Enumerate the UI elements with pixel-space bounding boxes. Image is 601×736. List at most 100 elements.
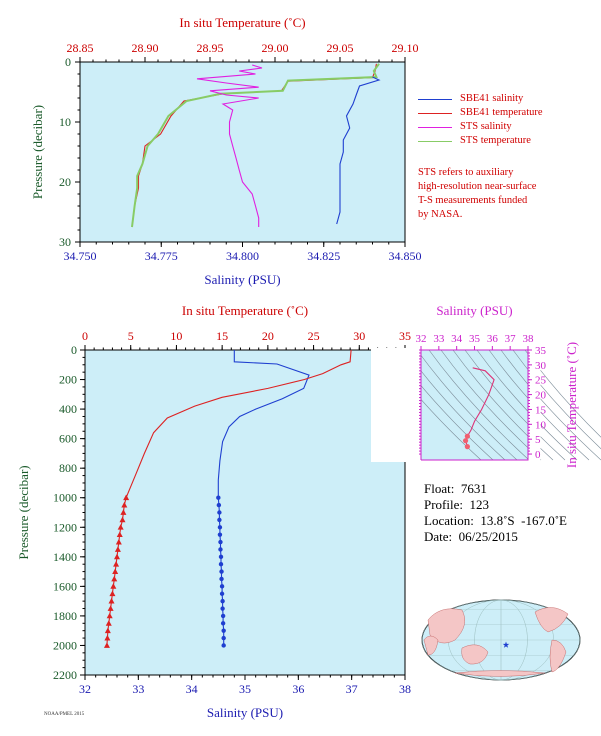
temperature-axis-title: In situ Temperature (˚C) (182, 303, 308, 318)
temperature-marker (117, 524, 124, 530)
salinity-marker (219, 576, 224, 582)
ts-deep-point (464, 444, 470, 450)
mask-left (371, 348, 421, 462)
salinity-tick-label: 34.800 (226, 249, 259, 263)
density-contour (512, 349, 601, 450)
note-line: STS refers to auxiliary (418, 167, 514, 178)
salinity-tick-label: 35 (239, 682, 251, 696)
density-contour (428, 349, 530, 461)
salinity-marker (216, 495, 221, 500)
pressure-tick-label: 10 (59, 115, 71, 129)
temperature-tick-label: 0 (535, 449, 541, 461)
pressure-tick-label: 800 (59, 461, 77, 475)
temperature-tick-label: 28.90 (132, 41, 159, 55)
salinity-tick-label: 32 (416, 333, 427, 345)
temperature-tick-label: 25 (308, 329, 320, 343)
location: Location: 13.8˚S -167.0˚E (424, 513, 567, 528)
plot-area (84, 349, 406, 676)
temperature-marker (119, 516, 126, 523)
legend-label: SBE41 temperature (460, 107, 543, 118)
density-contour (476, 349, 578, 461)
pressure-tick-label: 200 (59, 373, 77, 387)
salinity-marker (220, 621, 226, 626)
density-contour (500, 349, 601, 461)
salinity-tick-label: 35 (469, 333, 481, 345)
salinity-marker (220, 598, 225, 604)
sts-note: STS refers to auxiliary high-resolution … (418, 166, 536, 222)
salinity-tick-label: 38 (523, 333, 535, 345)
salinity-marker (217, 532, 223, 537)
pressure-tick-label: 2200 (53, 668, 77, 682)
temperature-tick-label: 5 (535, 434, 541, 446)
density-contour (464, 349, 566, 461)
temperature-tick-label: 30 (535, 360, 547, 372)
temperature-marker (110, 583, 117, 589)
profile-number: Profile: 123 (424, 497, 489, 512)
temperature-marker (106, 612, 113, 619)
pressure-tick-label: 2000 (53, 638, 77, 652)
salinity-marker (220, 613, 226, 619)
temperature-tick-label: 29.10 (392, 41, 419, 55)
map-land-antarctica (454, 670, 546, 677)
temperature-tick-label: 25 (535, 375, 547, 387)
salinity-marker (218, 539, 223, 545)
legend-label: STS temperature (460, 135, 531, 146)
temperature-marker (116, 531, 123, 538)
salinity-tick-label: 33 (433, 333, 445, 345)
density-contour (440, 349, 542, 461)
salinity-tick-label: 33 (132, 682, 144, 696)
map-land-asia (427, 608, 465, 644)
temperature-tick-label: 0 (82, 329, 88, 343)
legend-label: STS salinity (460, 121, 512, 132)
temperature-marker (104, 634, 111, 641)
temperature-marker (111, 575, 118, 582)
temperature-marker (120, 509, 127, 515)
pressure-tick-label: 0 (71, 343, 77, 357)
ts-deep-point (462, 438, 469, 444)
salinity-marker (221, 635, 226, 641)
salinity-marker (219, 584, 225, 589)
temperature-marker (109, 590, 116, 597)
ts-temperature-axis-title: In situ Temperature (˚C) (564, 342, 579, 468)
series-line-sbe41-temperature (125, 349, 352, 498)
temperature-marker (108, 597, 115, 604)
note-line: T-S measurements funded (418, 195, 528, 206)
salinity-marker (221, 628, 226, 633)
density-contour (416, 349, 518, 461)
salinity-marker (219, 569, 224, 574)
pressure-axis-title: Pressure (decibar) (30, 105, 45, 199)
salinity-tick-label: 37 (346, 682, 358, 696)
legend-swatch-sts-temperature (418, 141, 452, 142)
ts-deep-point (464, 433, 470, 439)
temperature-tick-label: 20 (535, 390, 547, 402)
temperature-marker (114, 546, 121, 552)
pressure-tick-label: 0 (65, 55, 71, 69)
date: Date: 06/25/2015 (424, 529, 518, 544)
temperature-tick-label: 28.85 (67, 41, 94, 55)
map-land-north-america (534, 607, 569, 633)
salinity-marker (218, 562, 224, 567)
temperature-tick-label: 29.00 (262, 41, 289, 55)
salinity-tick-label: 34 (451, 333, 463, 345)
map-land-australia (461, 644, 489, 665)
temperature-tick-label: 30 (353, 329, 365, 343)
map-land-africa (423, 635, 439, 656)
temperature-tick-label: 35 (535, 345, 547, 357)
plot-area (79, 61, 406, 243)
temperature-tick-label: 5 (128, 329, 134, 343)
salinity-tick-label: 36 (487, 333, 499, 345)
salinity-axis-title: Salinity (PSU) (207, 705, 283, 720)
plot-area (420, 349, 529, 461)
salinity-tick-label: 34 (186, 682, 198, 696)
temperature-marker (103, 642, 110, 648)
salinity-tick-label: 32 (79, 682, 91, 696)
temperature-marker (104, 627, 111, 634)
pressure-tick-label: 20 (59, 175, 71, 189)
pressure-tick-label: 1600 (53, 579, 77, 593)
temperature-marker (107, 605, 114, 611)
salinity-marker (218, 554, 224, 560)
legend-swatch-sbe41-salinity (418, 99, 452, 100)
legend-label: SBE41 salinity (460, 93, 524, 104)
map-meridian (421, 599, 581, 681)
